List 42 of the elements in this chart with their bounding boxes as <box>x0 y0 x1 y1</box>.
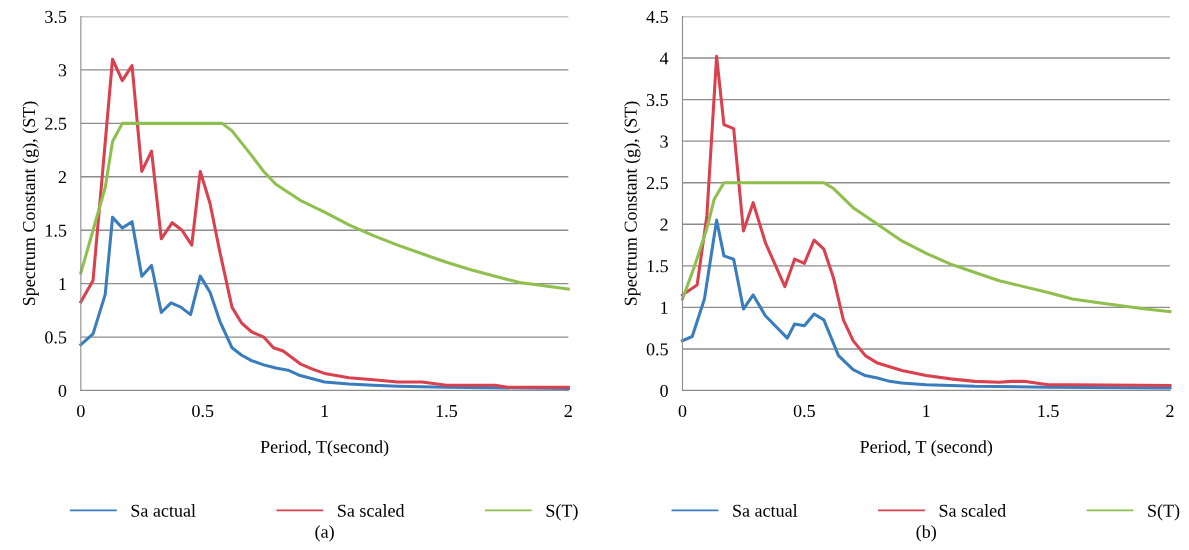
y-tick-label: 3 <box>660 135 668 148</box>
legend-label: Sa scaled <box>338 504 405 517</box>
x-tick-label: 1.5 <box>436 405 458 418</box>
legend-label: S(T) <box>1148 504 1180 521</box>
y-tick-label: 1.5 <box>45 224 67 237</box>
y-tick-label: 3.5 <box>646 93 668 107</box>
y-tick-label: 1 <box>59 277 66 290</box>
x-tick-label: 1.5 <box>1038 405 1059 418</box>
x-tick-label: 2 <box>1166 404 1174 417</box>
legend-label: Sa scaled <box>939 504 1006 517</box>
y-tick-label: 2 <box>660 218 668 231</box>
line-series <box>79 121 570 291</box>
legend-label: Sa actual <box>733 504 798 517</box>
x-tick-label: 0.5 <box>793 404 815 418</box>
y-tick-label: 0 <box>58 384 67 397</box>
legend-label: Sa actual <box>131 504 196 517</box>
y-tick-label: 4 <box>659 52 669 65</box>
x-axis-title: Period, T(second) <box>260 440 389 457</box>
y-tick-label: 4.5 <box>646 10 668 24</box>
x-tick-label: 1 <box>923 405 930 417</box>
text: (b) <box>916 525 936 542</box>
x-tick-label: 1 <box>321 405 329 417</box>
y-tick-label: 2.5 <box>646 177 668 190</box>
text: (a) <box>315 525 334 542</box>
y-axis-title: Spectrum Constant (g), (ST) <box>22 101 39 306</box>
legend-label: S(T) <box>546 504 578 521</box>
y-tick-label: 1.5 <box>647 260 668 273</box>
y-tick-label: 1 <box>661 301 668 314</box>
y-tick-label: 2.5 <box>45 117 67 130</box>
y-tick-label: 3 <box>58 64 67 77</box>
line-series <box>680 181 1172 314</box>
x-tick-label: 0 <box>678 404 687 418</box>
x-tick-label: 2 <box>564 404 572 417</box>
x-axis-title: Period, T (second) <box>860 440 993 457</box>
y-tick-label: 3.5 <box>45 10 67 24</box>
y-tick-label: 2 <box>58 171 66 184</box>
y-tick-label: 0.5 <box>646 343 668 356</box>
y-tick-label: 0.5 <box>45 331 67 344</box>
y-tick-label: 0 <box>660 384 668 397</box>
x-tick-label: 0 <box>77 404 85 418</box>
y-axis-title: Spectrum Constant (g), (ST) <box>624 101 641 306</box>
x-tick-label: 0.5 <box>192 404 214 418</box>
